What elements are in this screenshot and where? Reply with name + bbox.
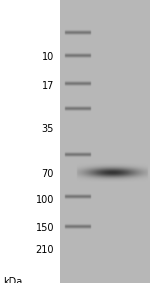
- Text: 35: 35: [42, 124, 54, 134]
- Text: 17: 17: [42, 81, 54, 91]
- Text: 70: 70: [42, 169, 54, 179]
- Text: kDa: kDa: [3, 277, 22, 283]
- Text: 100: 100: [36, 194, 54, 205]
- Text: 150: 150: [36, 223, 54, 233]
- Text: 210: 210: [36, 245, 54, 256]
- Text: 10: 10: [42, 52, 54, 62]
